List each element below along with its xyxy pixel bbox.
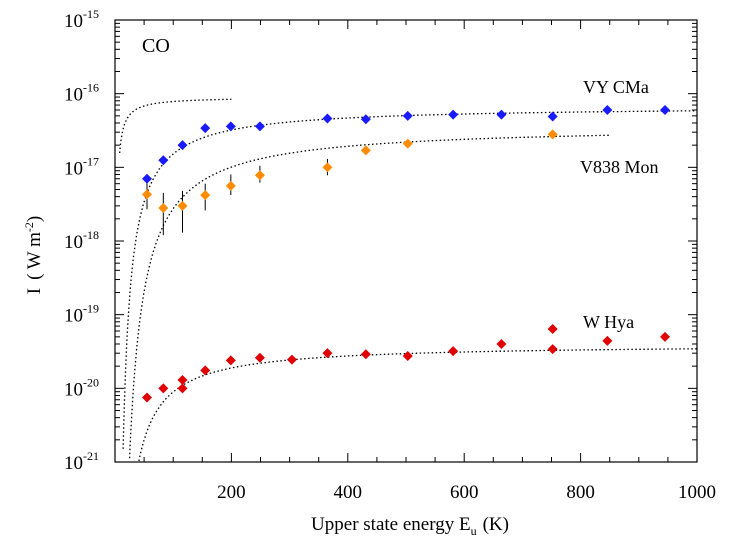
axis-ticks [115,20,697,462]
x-tick-labels: 200 400 600 800 1000 [217,482,716,503]
data-point-vy-cma [448,109,459,120]
data-point-vy-cma [360,114,371,125]
y-tick-labels: 10-21 10-20 10-19 10-18 10-17 10-16 10-15 [64,7,99,474]
y-tick-label: 10-21 [64,449,99,474]
data-point-w-hya [547,323,558,334]
data-point-v838-mon [254,170,265,181]
data-point-v838-mon [402,138,413,149]
x-tick-label: 800 [566,482,595,503]
x-tick-label: 600 [450,482,479,503]
data-point-vy-cma [602,105,613,116]
fit-curve-v838-mon-0 [128,134,610,459]
data-point-vy-cma [496,109,507,120]
y-tick-label: 10-20 [64,375,99,400]
data-point-w-hya [158,383,169,394]
error-bars [146,158,328,236]
data-point-w-hya [322,348,333,359]
fit-curves [119,98,697,462]
data-point-v838-mon [177,200,188,211]
data-point-w-hya [177,383,188,394]
data-point-vy-cma [158,155,169,166]
data-point-vy-cma [659,105,670,116]
data-point-w-hya [142,392,153,403]
data-point-w-hya [225,355,236,366]
y-tick-label: 10-16 [64,81,99,106]
data-point-w-hya [177,374,188,385]
data-point-w-hya [448,346,459,357]
data-point-w-hya [254,352,265,363]
data-point-vy-cma [547,111,558,122]
data-point-w-hya [659,331,670,342]
data-point-w-hya [286,354,297,365]
series-label-v838-mon: V838 Mon [580,157,659,177]
series-label-vy-cma: VY CMa [583,77,649,97]
data-point-v838-mon [360,145,371,156]
x-tick-label: 1000 [678,482,716,503]
data-point-v838-mon [322,162,333,173]
data-point-vy-cma [402,110,413,121]
data-points [142,105,670,403]
x-axis-title: Upper state energy Eu (K) [311,514,509,538]
data-point-w-hya [496,338,507,349]
plot-frame [114,19,698,463]
data-point-w-hya [602,335,613,346]
data-point-v838-mon [225,180,236,191]
data-point-v838-mon [158,203,169,214]
data-point-vy-cma [322,113,333,124]
data-point-vy-cma [177,140,188,151]
data-point-vy-cma [225,121,236,132]
data-point-w-hya [547,344,558,355]
fit-curve-v838-mon-1 [119,98,232,154]
fit-curve-w-hya-0 [138,348,697,462]
data-point-vy-cma [200,123,211,134]
x-tick-label: 200 [217,482,246,503]
y-tick-label: 10-15 [64,7,99,32]
data-point-w-hya [402,350,413,361]
y-tick-label: 10-18 [64,228,99,253]
data-point-w-hya [200,365,211,376]
y-axis-title: I( W m-2) [22,216,45,295]
data-point-v838-mon [142,189,153,200]
data-point-vy-cma [254,121,265,132]
panel-label: CO [142,35,170,57]
series-label-w-hya: W Hya [583,312,634,332]
x-tick-label: 400 [334,482,363,503]
y-tick-label: 10-19 [64,302,99,327]
y-tick-label: 10-17 [64,154,99,179]
data-point-vy-cma [142,173,153,184]
data-point-w-hya [360,349,371,360]
data-point-v838-mon [200,190,211,201]
data-point-v838-mon [547,129,558,140]
